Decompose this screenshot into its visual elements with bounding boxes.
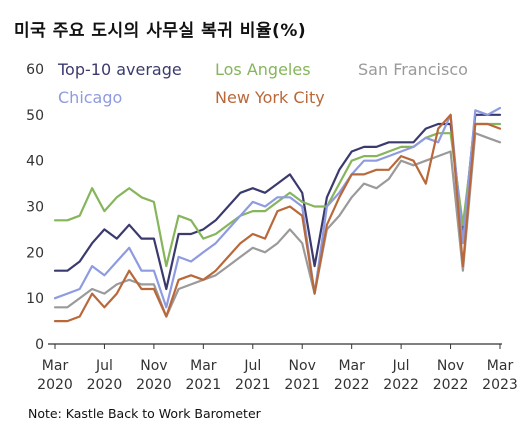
series-line-chicago <box>53 106 502 309</box>
x-tick-month: Jul <box>243 358 261 374</box>
x-tick-year: 2023 <box>482 377 518 393</box>
line-chart: 0 10 20 30 40 50 60 Mar 2020 Jul 2020 Nov 2020 Mar 20… <box>26 60 518 393</box>
x-tick-year: 2022 <box>334 377 370 393</box>
x-tick-year: 2021 <box>284 377 320 393</box>
x-tick-month: Nov <box>289 358 316 374</box>
series-line-new-york-city <box>53 113 502 323</box>
legend-entry-san-francisco: San Francisco <box>358 60 468 79</box>
x-tick-month: Nov <box>140 358 167 374</box>
legend: Top-10 average Los Angeles San Francisco Ch… <box>57 60 468 107</box>
y-tick-label: 10 <box>26 291 44 307</box>
x-axis: Mar 2020 Jul 2020 Nov 2020 Mar 2021 Jul 2021 Nov 20… <box>37 343 518 393</box>
x-tick-month: Jul <box>392 358 410 374</box>
legend-entry-los-angeles: Los Angeles <box>215 60 311 79</box>
source-note: Note: Kastle Back to Work Barometer <box>28 406 261 421</box>
series-line-los-angeles <box>53 122 502 268</box>
x-tick-year: 2021 <box>235 377 271 393</box>
x-tick-month: Mar <box>487 358 514 374</box>
legend-entry-new-york-city: New York City <box>215 88 325 107</box>
legend-entry-chicago: Chicago <box>58 88 122 107</box>
y-tick-label: 60 <box>26 62 44 78</box>
x-tick-month: Mar <box>190 358 217 374</box>
x-tick-year: 2020 <box>136 377 172 393</box>
y-tick-label: 40 <box>26 154 44 170</box>
x-tick-year: 2022 <box>383 377 419 393</box>
x-tick-month: Mar <box>42 358 69 374</box>
x-tick-year: 2022 <box>433 377 469 393</box>
x-tick-year: 2020 <box>87 377 123 393</box>
y-axis: 0 10 20 30 40 50 60 <box>26 62 44 353</box>
legend-entry-top-10-average: Top-10 average <box>57 60 182 79</box>
y-tick-label: 0 <box>35 337 44 353</box>
y-tick-label: 20 <box>26 245 44 261</box>
x-tick-year: 2020 <box>37 377 73 393</box>
x-tick-month: Mar <box>338 358 365 374</box>
series-lines <box>53 106 502 323</box>
series-line-san-francisco <box>53 132 502 318</box>
x-tick-year: 2021 <box>186 377 222 393</box>
y-tick-label: 30 <box>26 200 44 216</box>
x-tick-month: Nov <box>437 358 464 374</box>
y-tick-label: 50 <box>26 108 44 124</box>
chart-title: 미국 주요 도시의 사무실 복귀 비율(%) <box>14 21 307 41</box>
x-tick-month: Jul <box>95 358 113 374</box>
series-line-top-10-average <box>53 113 502 291</box>
